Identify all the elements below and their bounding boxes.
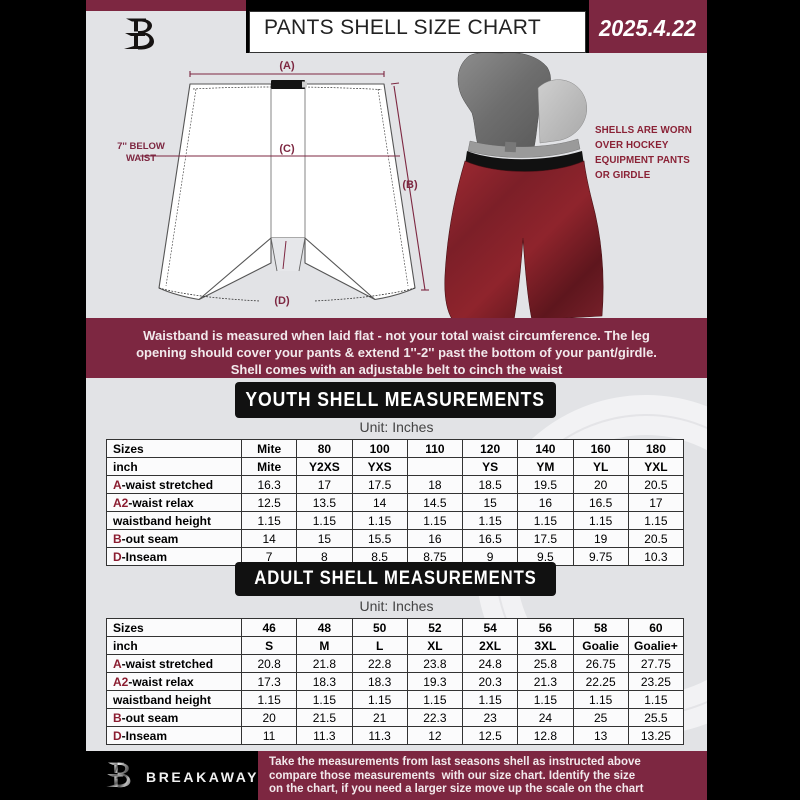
svg-text:(A): (A) <box>279 60 295 72</box>
svg-text:(C): (C) <box>279 143 295 155</box>
svg-text:(D): (D) <box>274 295 290 307</box>
svg-text:(B): (B) <box>402 179 418 191</box>
svg-text:7'' BELOW: 7'' BELOW <box>117 141 165 152</box>
svg-text:WAIST: WAIST <box>126 153 156 164</box>
